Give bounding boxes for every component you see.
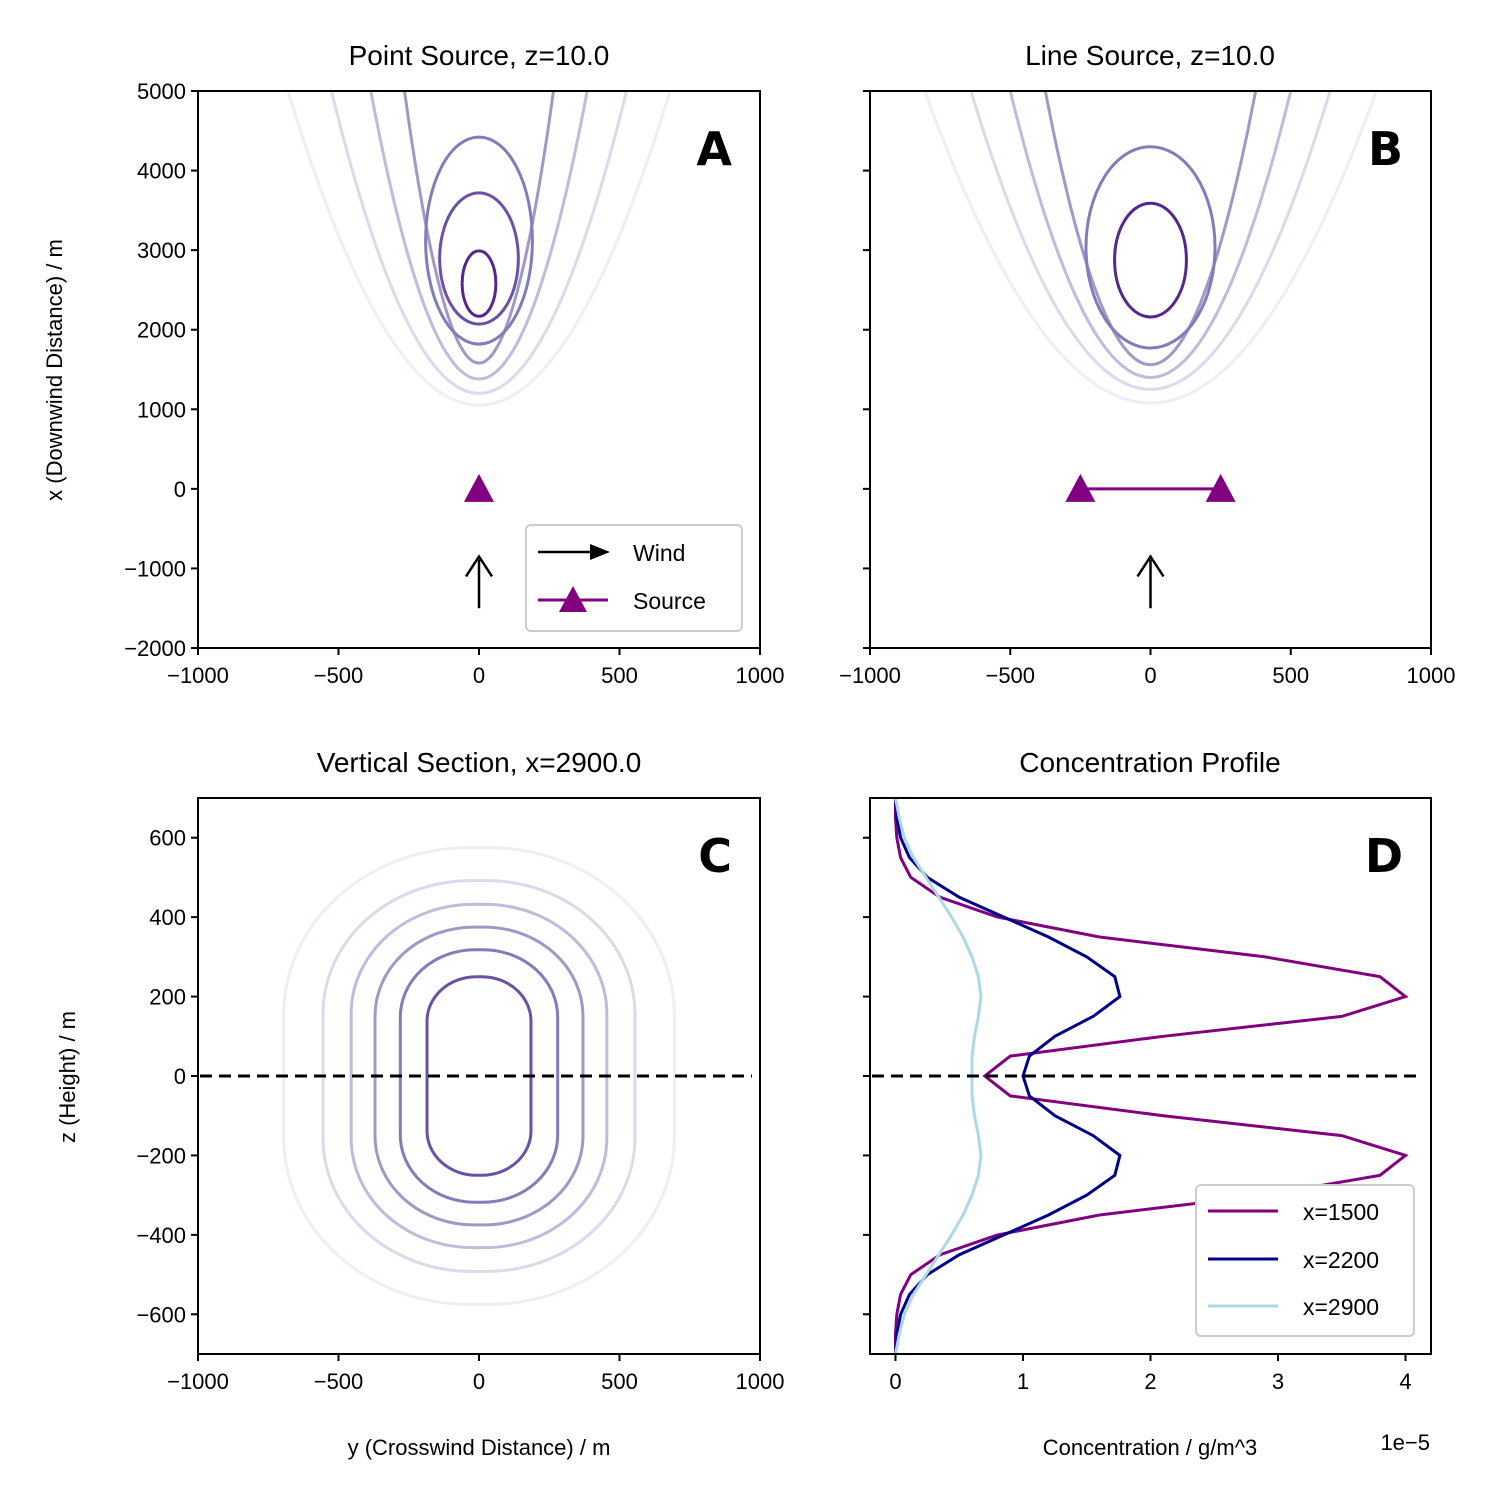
y-tick-label: 200 [149, 985, 186, 1010]
x-tick-label: 1 [1017, 1369, 1029, 1394]
contour-line [969, 91, 1332, 391]
series-line [894, 798, 1122, 1354]
contour-line [1084, 145, 1217, 350]
plot-area [200, 846, 752, 1306]
source-marker [464, 473, 494, 502]
y-tick-label: 600 [149, 826, 186, 851]
legend-source-triangle-icon [559, 586, 587, 612]
panel-c-title: Vertical Section, x=2900.0 [317, 747, 642, 778]
contour-line [403, 91, 555, 365]
y-tick-label: −200 [136, 1143, 186, 1168]
y-tick-label: −600 [136, 1302, 186, 1327]
y-tick-label: 4000 [137, 159, 186, 184]
series-line [894, 798, 1409, 1354]
contour-line [460, 249, 498, 318]
contour-line [369, 91, 589, 381]
y-tick-label: 3000 [137, 238, 186, 263]
panel-c-plot: −1000 −500 0 500 1000 −600 −400 −200 0 200 400 600 [136, 797, 785, 1394]
contour-line [329, 91, 629, 395]
panel-d: Concentration Profile 0 1 2 3 4 D Concentrat… [863, 747, 1432, 1460]
y-tick-label: −2000 [124, 636, 186, 661]
x-tick-label: 2 [1144, 1369, 1156, 1394]
x-tick-label: −500 [985, 663, 1035, 688]
x-tick-label: 0 [1144, 663, 1156, 688]
x-tick-label: 1000 [1407, 663, 1456, 688]
panel-a-title: Point Source, z=10.0 [349, 40, 610, 71]
panel-b-plot: −1000 −500 0 500 1000 [839, 90, 1456, 688]
panel-d-title: Concentration Profile [1019, 747, 1280, 778]
panel-b-title: Line Source, z=10.0 [1025, 40, 1275, 71]
x-tick-label: −1000 [839, 663, 901, 688]
contour-line [438, 191, 520, 326]
x-tick-label: 0 [473, 663, 485, 688]
contour-line [923, 91, 1378, 405]
x-tick-label: −1000 [167, 1369, 229, 1394]
legend-label-x2900: x=2900 [1303, 1294, 1379, 1320]
y-tick-label: −1000 [124, 556, 186, 581]
x-tick-label: 4 [1399, 1369, 1411, 1394]
x-tick-label: 500 [1272, 663, 1309, 688]
panel-a: Point Source, z=10.0 −1000 −500 0 500 1000 −2… [42, 40, 784, 688]
x-tick-label: 500 [601, 1369, 638, 1394]
plot-area [286, 91, 672, 609]
wind-arrow-head [464, 554, 494, 578]
y-tick-label: 5000 [137, 79, 186, 104]
panel-a-badge: A [696, 122, 732, 176]
contour-line [1008, 91, 1293, 380]
panel-c-xlabel: y (Crosswind Distance) / m [348, 1435, 611, 1460]
source-marker [1205, 473, 1236, 502]
legend-box [1195, 1184, 1415, 1337]
contour-line [1113, 200, 1188, 320]
contour-line [286, 91, 672, 407]
y-tick-label: −400 [136, 1223, 186, 1248]
panel-c-ylabel: z (Height) / m [55, 1011, 80, 1143]
legend-label-source: Source [633, 588, 706, 614]
legend-label-x1500: x=1500 [1303, 1199, 1379, 1225]
x-tick-label: −1000 [167, 663, 229, 688]
panel-d-offset-label: 1e−5 [1380, 1430, 1430, 1455]
x-tick-label: 3 [1272, 1369, 1284, 1394]
panel-d-xlabel: Concentration / g/m^3 [1043, 1435, 1258, 1460]
plot-area [872, 798, 1423, 1354]
panel-b: Line Source, z=10.0 −1000 −500 0 500 1000 B [839, 40, 1455, 688]
panel-d-plot: 0 1 2 3 4 [863, 797, 1432, 1394]
x-tick-label: 0 [473, 1369, 485, 1394]
panel-a-ylabel: x (Downwind Distance) / m [42, 239, 67, 501]
panel-d-legend: x=1500 x=2200 x=2900 [1195, 1184, 1415, 1337]
y-tick-label: 1000 [137, 397, 186, 422]
panel-d-badge: D [1365, 829, 1403, 883]
contour-line [424, 135, 534, 346]
panel-c-badge: C [698, 829, 732, 883]
panel-b-badge: B [1368, 122, 1403, 176]
legend-wind-arrowhead-icon [590, 544, 610, 560]
contour-line [1043, 91, 1258, 367]
x-tick-label: 1000 [736, 1369, 785, 1394]
legend-label-wind: Wind [633, 540, 685, 566]
wind-arrow-head [1136, 554, 1165, 578]
x-tick-label: −500 [314, 663, 364, 688]
plot-area [923, 91, 1378, 609]
source-marker [1065, 473, 1096, 502]
y-tick-label: 400 [149, 905, 186, 930]
x-tick-label: −500 [314, 1369, 364, 1394]
legend-label-x2200: x=2200 [1303, 1247, 1379, 1273]
y-tick-label: 0 [174, 477, 186, 502]
panel-a-legend: Wind Source [525, 524, 743, 632]
panel-a-plot: −1000 −500 0 500 1000−2000−10000100020003000… [124, 79, 785, 688]
y-tick-label: 2000 [137, 318, 186, 343]
x-tick-label: 0 [889, 1369, 901, 1394]
y-tick-label: 0 [174, 1064, 186, 1089]
x-tick-label: 500 [601, 663, 638, 688]
panel-c: Vertical Section, x=2900.0 −1000 −500 0 500… [55, 747, 784, 1460]
x-tick-label: 1000 [736, 663, 785, 688]
